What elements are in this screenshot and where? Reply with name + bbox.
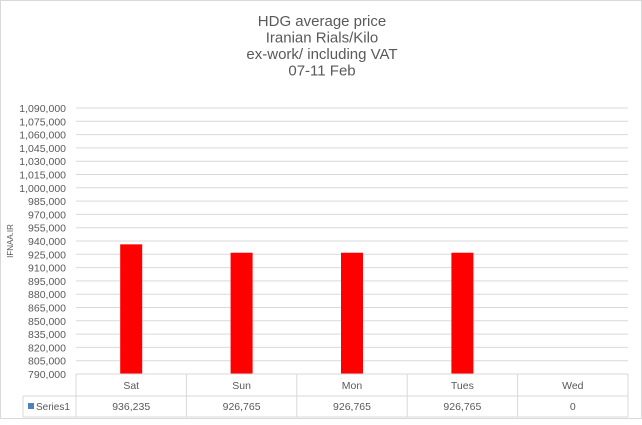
y-tick-label: 1,075,000 (19, 116, 66, 128)
data-table-value: 926,765 (223, 401, 261, 413)
bar-sat (120, 244, 143, 374)
x-category-label: Sun (232, 380, 251, 392)
y-tick-label: 865,000 (28, 303, 66, 315)
bar-tues (451, 252, 474, 374)
data-table-value: 926,765 (443, 401, 481, 413)
y-tick-label: 895,000 (28, 276, 66, 288)
data-table-value: 936,235 (112, 401, 150, 413)
x-category-label: Mon (342, 380, 363, 392)
y-tick-label: 925,000 (28, 249, 66, 261)
x-category-label: Tues (451, 380, 474, 392)
y-tick-label: 970,000 (28, 209, 66, 221)
legend-swatch (28, 403, 34, 409)
data-table-value: 0 (570, 401, 576, 413)
chart-title-line: ex-work/ including VAT (246, 46, 397, 63)
chart-title-line: 07-11 Feb (288, 63, 355, 80)
y-tick-label: 940,000 (28, 236, 66, 248)
bar-mon (341, 252, 363, 374)
y-tick-label: 955,000 (28, 223, 66, 235)
y-tick-label: 850,000 (28, 316, 66, 328)
x-category-label: Sat (123, 380, 139, 392)
chart-title-line: HDG average price (258, 13, 386, 30)
y-tick-label: 835,000 (28, 329, 66, 341)
y-axis-label: IFNAA.IR (6, 224, 15, 258)
y-tick-label: 880,000 (28, 289, 66, 301)
chart-title-line: Iranian Rials/Kilo (266, 30, 379, 47)
data-table-value: 926,765 (333, 401, 371, 413)
y-tick-label: 985,000 (28, 196, 66, 208)
y-tick-label: 910,000 (28, 263, 66, 275)
y-tick-label: 805,000 (28, 356, 66, 368)
y-tick-label: 820,000 (28, 342, 66, 354)
y-tick-label: 1,060,000 (19, 130, 66, 142)
y-tick-label: 1,090,000 (19, 103, 66, 115)
x-category-label: Wed (562, 380, 584, 392)
y-tick-label: 1,030,000 (19, 156, 66, 168)
bar-sun (230, 252, 253, 374)
y-tick-label: 1,000,000 (19, 183, 66, 195)
y-tick-label: 1,045,000 (19, 143, 66, 155)
legend-series-label: Series1 (36, 402, 70, 413)
y-tick-label: 1,015,000 (19, 170, 66, 182)
y-tick-label: 790,000 (28, 369, 66, 381)
